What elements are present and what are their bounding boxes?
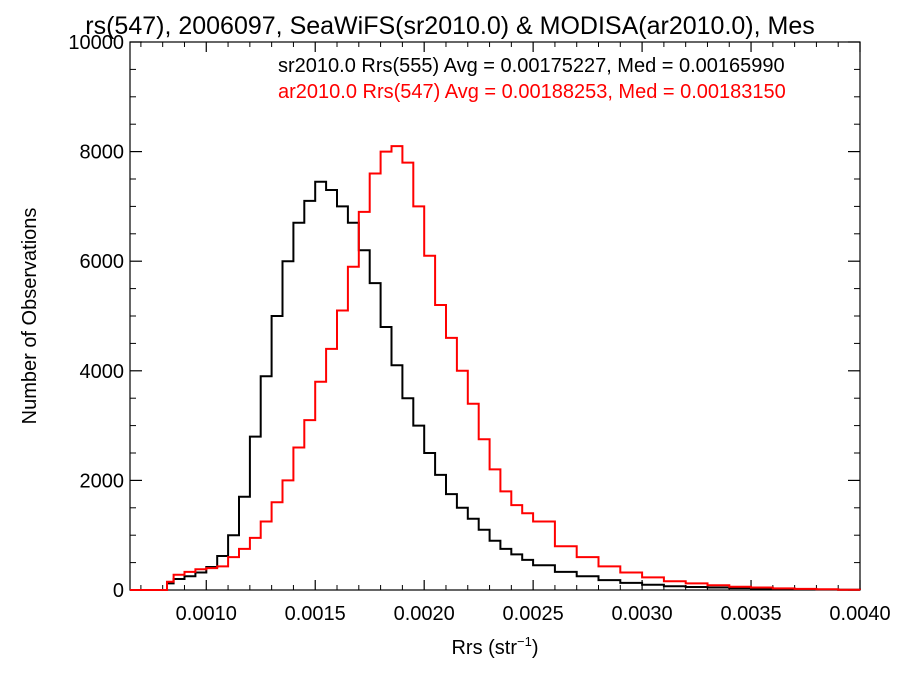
- x-axis-ticks: 0.0010 0.0015 0.0020 0.0025 0.0030 0.0035 0.00…: [140, 42, 891, 625]
- chart-title: rs(547), 2006097, SeaWiFS(sr2010.0) & MO…: [85, 12, 814, 40]
- y-axis-ticks: 0 2000 4000 6000 8000 10000: [68, 32, 860, 602]
- y-axis-label: Number of Observations: [19, 208, 41, 425]
- x-tick-label: 0.0015: [285, 603, 346, 625]
- y-tick-label: 10000: [68, 32, 124, 54]
- x-axis-label-main: Rrs (str: [451, 637, 517, 659]
- x-tick-label: 0.0040: [829, 603, 890, 625]
- series-group: [130, 145, 861, 591]
- legend-entry-red: ar2010.0 Rrs(547) Avg = 0.00188253, Med …: [278, 81, 786, 103]
- x-tick-label: 0.0025: [503, 603, 564, 625]
- y-tick-label: 2000: [80, 470, 125, 492]
- series-line-red: [130, 145, 861, 591]
- y-tick-label: 6000: [80, 251, 125, 273]
- x-tick-label: 0.0035: [720, 603, 781, 625]
- legend: sr2010.0 Rrs(555) Avg = 0.00175227, Med …: [278, 55, 786, 103]
- legend-entry-black: sr2010.0 Rrs(555) Avg = 0.00175227, Med …: [278, 55, 785, 77]
- x-axis-label-end: ): [532, 637, 539, 659]
- x-tick-label: 0.0020: [394, 603, 455, 625]
- y-tick-label: 4000: [80, 361, 125, 383]
- x-tick-label: 0.0010: [176, 603, 237, 625]
- x-axis-label-superscript: −1: [517, 634, 532, 649]
- x-tick-label: 0.0030: [612, 603, 673, 625]
- y-tick-label: 0: [113, 580, 124, 602]
- x-axis-label: Rrs (str−1): [451, 634, 538, 659]
- series-line-black: [130, 180, 861, 591]
- y-tick-label: 8000: [80, 142, 125, 164]
